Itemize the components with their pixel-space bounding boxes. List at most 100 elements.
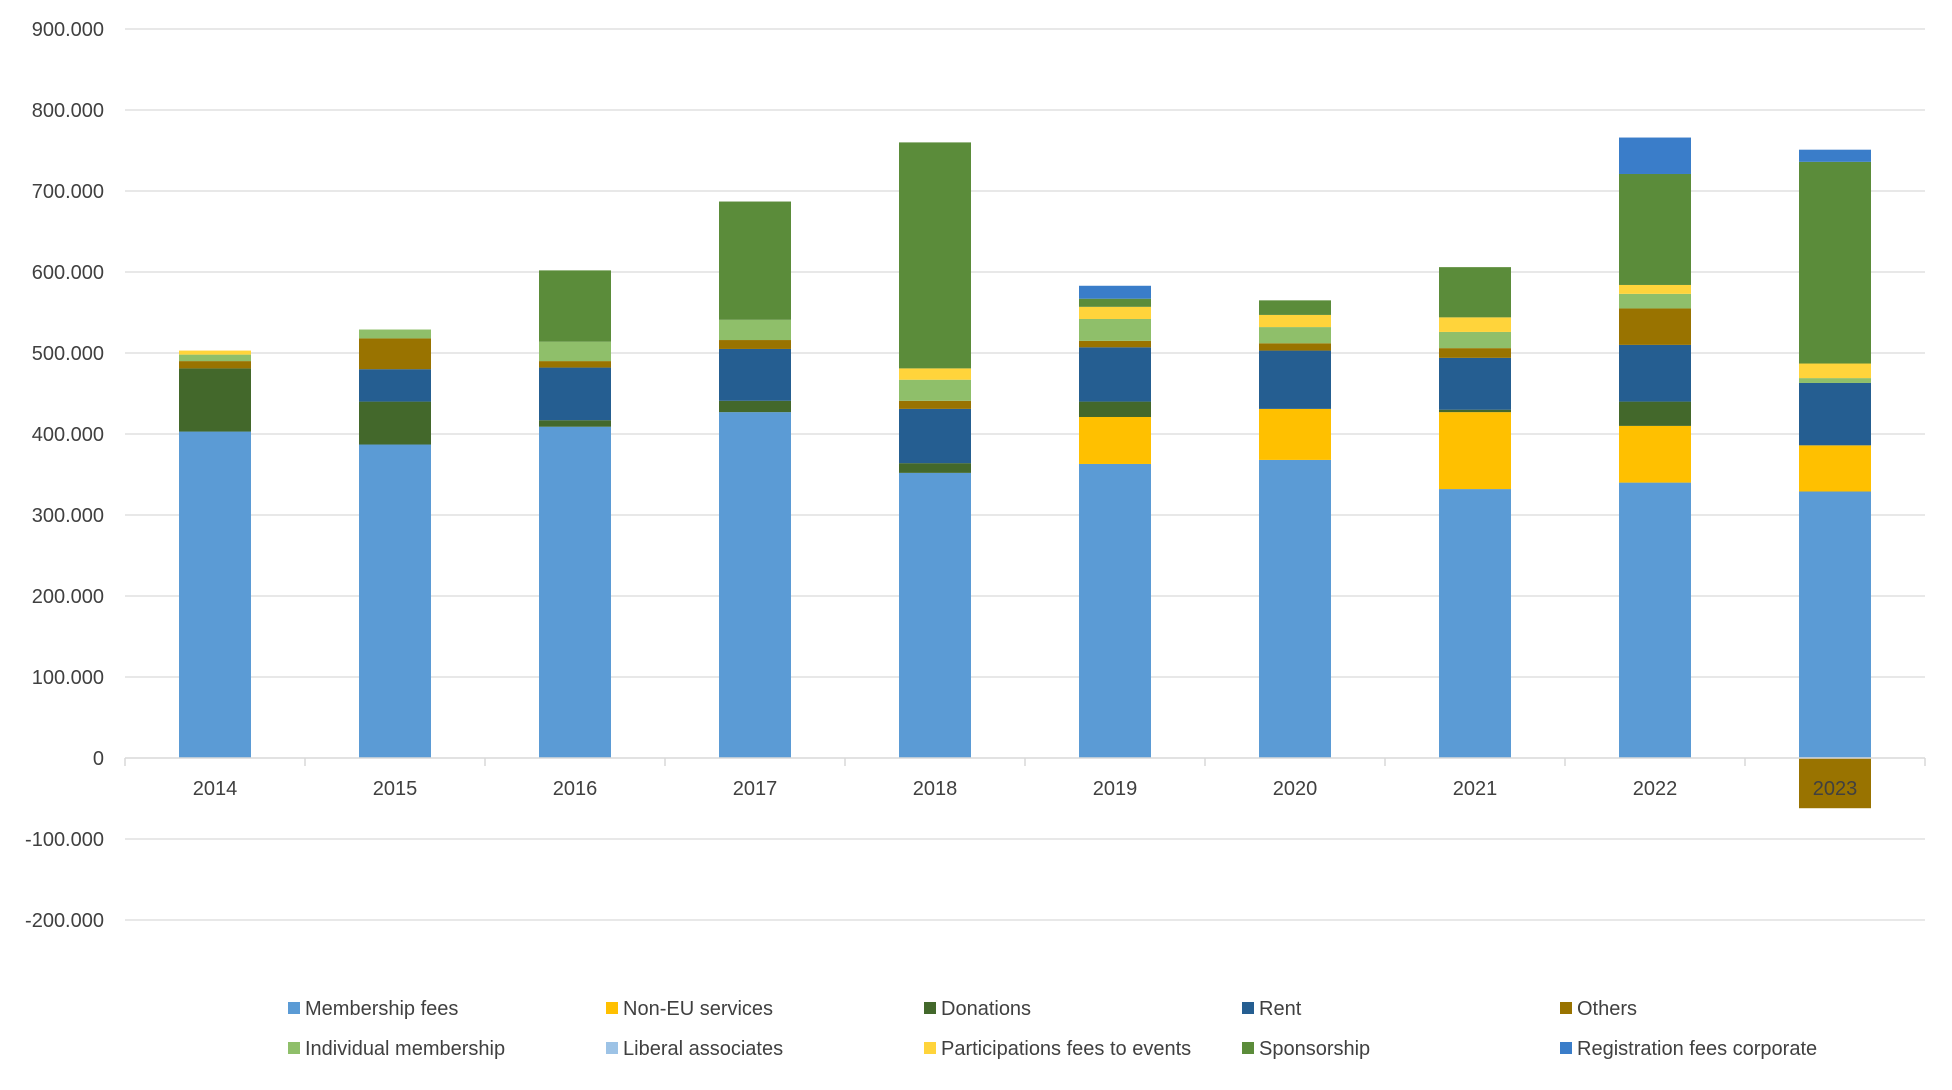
legend-swatch: [1560, 1042, 1572, 1054]
bar-segment: [1259, 408, 1331, 460]
bar-segment: [359, 369, 431, 402]
legend-item: Membership fees: [288, 998, 458, 1020]
y-tick-label: 900.000: [32, 19, 104, 41]
bar-segment: [1619, 482, 1691, 758]
bars: [179, 137, 1871, 809]
y-tick-label: 500.000: [32, 343, 104, 365]
bar-segment: [1079, 416, 1151, 464]
legend-item: Registration fees corporate: [1560, 1038, 1817, 1060]
legend-label: Others: [1577, 998, 1637, 1020]
bar-segment: [719, 348, 791, 401]
bar-segment: [1439, 412, 1511, 490]
bar-segment: [1439, 489, 1511, 758]
legend-label: Participations fees to events: [941, 1038, 1191, 1060]
bar-segment: [539, 426, 611, 758]
bar-segment: [1439, 357, 1511, 410]
bar-segment: [1799, 149, 1871, 162]
y-tick-label: 800.000: [32, 100, 104, 122]
bar-segment: [1799, 161, 1871, 364]
bar-segment: [179, 354, 251, 362]
bar-segment: [1079, 401, 1151, 417]
bar-segment: [1799, 445, 1871, 492]
y-tick-label: -200.000: [25, 910, 104, 932]
bar-segment: [899, 368, 971, 380]
bar-segment: [899, 400, 971, 409]
bar-segment: [1799, 382, 1871, 446]
bar-segment: [539, 361, 611, 368]
bar-segment: [1079, 347, 1151, 402]
bar-segment: [1619, 293, 1691, 309]
x-tick-label: 2014: [193, 778, 238, 800]
legend-swatch: [1242, 1042, 1254, 1054]
bar-segment: [1259, 314, 1331, 328]
bar-segment: [539, 270, 611, 342]
bar-segment: [1619, 425, 1691, 483]
bar-segment: [539, 367, 611, 421]
bar-segment: [899, 142, 971, 369]
legend-swatch: [606, 1042, 618, 1054]
bar-segment: [899, 463, 971, 473]
x-axis: [124, 757, 1926, 766]
legend-swatch: [288, 1042, 300, 1054]
bar-segment: [1619, 284, 1691, 294]
bar-segment: [1619, 344, 1691, 402]
bar-segment: [1079, 298, 1151, 307]
bar-segment: [179, 350, 251, 355]
bar-segment: [1079, 463, 1151, 758]
bar-segment: [179, 361, 251, 369]
legend-item: Individual membership: [288, 1038, 505, 1060]
legend-label: Sponsorship: [1259, 1038, 1370, 1060]
legend-item: Participations fees to events: [924, 1038, 1191, 1060]
x-tick-label: 2021: [1453, 778, 1498, 800]
bar-segment: [1619, 401, 1691, 426]
bar-segment: [179, 431, 251, 758]
bar-segment: [1259, 327, 1331, 344]
y-tick-label: 100.000: [32, 667, 104, 689]
bar-segment: [719, 400, 791, 413]
bar-segment: [1079, 340, 1151, 348]
bar-segment: [1799, 378, 1871, 383]
legend: Membership fees Non-EU services Donations R…: [288, 998, 1817, 1060]
bar-segment: [359, 329, 431, 339]
x-tick-label: 2016: [553, 778, 598, 800]
y-tick-label: 700.000: [32, 181, 104, 203]
legend-label: Registration fees corporate: [1577, 1038, 1817, 1060]
bar-segment: [1439, 348, 1511, 358]
bar-segment: [719, 201, 791, 320]
legend-swatch: [1560, 1002, 1572, 1014]
bar-segment: [899, 472, 971, 758]
bar-segment: [1079, 318, 1151, 341]
x-tick-label: 2017: [733, 778, 778, 800]
legend-swatch: [1242, 1002, 1254, 1014]
bar-segment: [1259, 300, 1331, 315]
bar-segment: [1619, 137, 1691, 174]
legend-item: Sponsorship: [1242, 1038, 1370, 1060]
bar-segment: [1259, 459, 1331, 758]
bar-segment: [899, 379, 971, 401]
x-tick-label: 2018: [913, 778, 958, 800]
legend-swatch: [288, 1002, 300, 1014]
bar-segment: [359, 338, 431, 370]
legend-label: Donations: [941, 998, 1031, 1020]
x-tick-label: 2022: [1633, 778, 1678, 800]
y-tick-label: 400.000: [32, 424, 104, 446]
bar-segment: [539, 341, 611, 362]
bar-segment: [1439, 409, 1511, 413]
bar-segment: [359, 401, 431, 445]
legend-item: Donations: [924, 998, 1031, 1020]
legend-label: Liberal associates: [623, 1038, 783, 1060]
legend-label: Non-EU services: [623, 998, 773, 1020]
bar-segment: [539, 420, 611, 427]
y-tick-label: -100.000: [25, 829, 104, 851]
legend-item: Liberal associates: [606, 1038, 783, 1060]
bar-segment: [1439, 267, 1511, 318]
y-tick-label: 200.000: [32, 586, 104, 608]
y-tick-label: 600.000: [32, 262, 104, 284]
bar-segment: [1079, 306, 1151, 319]
x-axis-tick-labels: 2014 2015 2016 2017 2018 2019 2020 2021 2022 2023: [193, 778, 1858, 800]
bar-segment: [719, 319, 791, 341]
x-tick-label: 2019: [1093, 778, 1138, 800]
bar-segment: [359, 444, 431, 758]
x-tick-label: 2020: [1273, 778, 1318, 800]
